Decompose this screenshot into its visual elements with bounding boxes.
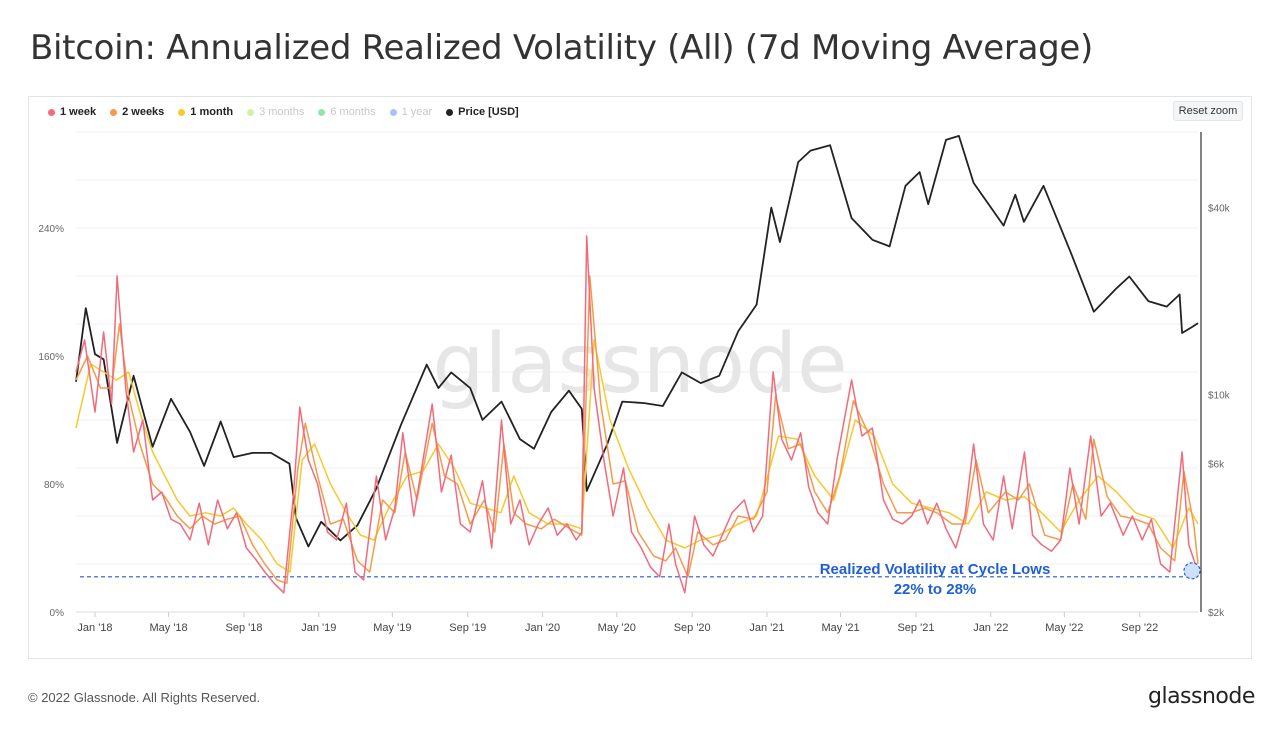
legend-label: 6 months (330, 106, 376, 118)
x-tick-label: Sep '18 (226, 622, 263, 634)
y-left-tick-label: 160% (38, 352, 64, 363)
legend-dot-icon (178, 108, 186, 116)
y-right-tick-label: $10k (1208, 391, 1231, 402)
glassnode-logo: glassnode (1148, 684, 1255, 709)
series-line-1-week (75, 235, 1199, 594)
annotation-line-2: 22% to 28% (894, 581, 977, 598)
legend-item-3-months[interactable]: 3 months (247, 106, 304, 118)
legend-label: 1 week (60, 106, 97, 118)
y-left-tick-label: 240% (38, 224, 64, 235)
legend-item-1-month[interactable]: 1 month (178, 106, 233, 118)
x-tick-label: Sep '22 (1121, 622, 1158, 634)
legend-item-2-weeks[interactable]: 2 weeks (110, 106, 164, 118)
y-right-tick-label: $40k (1208, 204, 1231, 215)
legend-item-1-week[interactable]: 1 week (48, 106, 96, 118)
x-tick-label: Jan '21 (749, 622, 784, 634)
x-tick-label: May '22 (1045, 622, 1083, 634)
y-left-tick-label: 0% (50, 608, 65, 619)
x-tick-label: Jan '22 (973, 622, 1008, 634)
x-tick-label: May '18 (149, 622, 187, 634)
chart-panel (28, 96, 1252, 659)
legend-label: 3 months (259, 106, 305, 118)
legend-dot-icon (446, 108, 454, 116)
x-tick-label: Sep '20 (674, 622, 711, 634)
legend-label: 1 year (401, 106, 433, 118)
x-tick-label: Sep '21 (897, 622, 934, 634)
page-title: Bitcoin: Annualized Realized Volatility … (30, 28, 1093, 68)
watermark: glassnode (432, 317, 847, 412)
y-right-tick-label: $2k (1208, 608, 1225, 619)
annotation-line-1: Realized Volatility at Cycle Lows (820, 561, 1051, 578)
legend-dot-icon (247, 108, 255, 116)
legend-dot-icon (110, 108, 118, 116)
legend-dot-icon (318, 108, 326, 116)
series-line-2-weeks (75, 275, 1199, 584)
x-tick-label: May '21 (821, 622, 859, 634)
x-tick-label: Jan '18 (77, 622, 112, 634)
series-line-1-month (75, 339, 1199, 573)
chart-legend: 1 week 2 weeks 1 month 3 months 6 months 1 ye… (48, 106, 519, 118)
legend-label: 2 weeks (122, 106, 165, 118)
legend-label: Price [USD] (458, 106, 519, 118)
series-line-price-usd (75, 134, 1199, 548)
legend-dot-icon (48, 108, 55, 116)
legend-label: 1 month (190, 106, 234, 118)
y-left-tick-label: 80% (44, 480, 64, 491)
x-tick-label: Jan '20 (525, 622, 560, 634)
x-tick-label: May '19 (373, 622, 411, 634)
y-right-tick-label: $6k (1208, 460, 1225, 471)
reset-zoom-button[interactable]: Reset zoom (1173, 101, 1243, 121)
legend-dot-icon (389, 108, 397, 116)
legend-item-1-year[interactable]: 1 year (389, 106, 433, 118)
current-value-marker (1183, 562, 1201, 580)
copyright-footer: © 2022 Glassnode. All Rights Reserved. (28, 690, 261, 705)
legend-item-price-usd[interactable]: Price [USD] (446, 106, 519, 118)
legend-item-6-months[interactable]: 6 months (318, 106, 376, 118)
x-tick-label: May '20 (598, 622, 636, 634)
x-tick-label: Sep '19 (449, 622, 486, 634)
x-tick-label: Jan '19 (301, 622, 336, 634)
